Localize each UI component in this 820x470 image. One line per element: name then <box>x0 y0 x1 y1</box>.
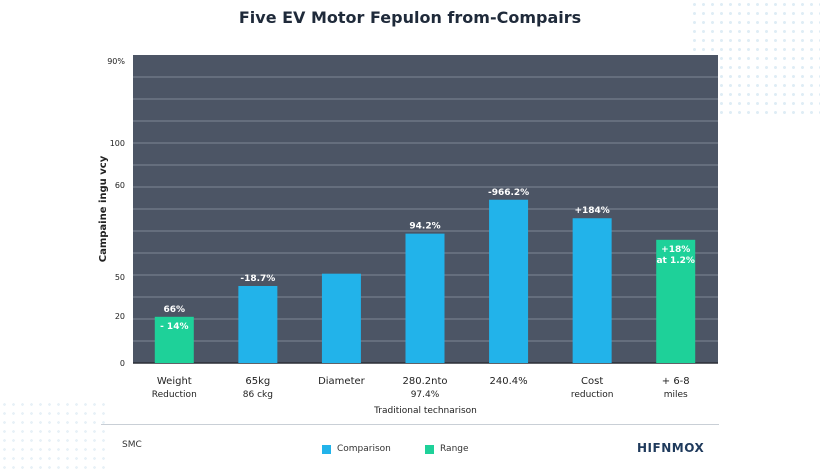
y-tick-label: 100 <box>110 139 125 148</box>
y-tick-label: 50 <box>115 273 125 282</box>
bar-inside-label: at 1.2% <box>656 256 694 266</box>
bar-value-label: 94.2% <box>409 222 440 232</box>
source-label: SMC <box>122 440 142 450</box>
y-tick-label: 0 <box>120 359 125 368</box>
bar <box>572 218 612 363</box>
x-tick-label: Cost <box>581 376 603 387</box>
bar <box>154 316 194 363</box>
legend-label-range: Range <box>440 444 469 454</box>
bar <box>489 199 529 363</box>
bar <box>405 233 445 363</box>
y-tick-label: 20 <box>115 312 125 321</box>
bar <box>321 273 361 363</box>
x-tick-label: Reduction <box>152 390 197 400</box>
x-tick-label: 240.4% <box>490 376 528 387</box>
bar-value-label: -966.2% <box>488 188 529 198</box>
bar <box>238 286 278 363</box>
y-tick-label: 90% <box>107 57 125 66</box>
legend-swatch-comparison <box>322 444 331 454</box>
y-tick-label: 60 <box>115 181 125 190</box>
x-tick-label: 86 ckg <box>243 390 273 400</box>
x-tick-label: 97.4% <box>411 390 440 400</box>
x-axis-label: Traditional technarison <box>373 406 477 416</box>
bar-inside-label: - 14% <box>160 322 188 332</box>
legend-label-comparison: Comparison <box>337 444 391 454</box>
x-tick-label: 280.2nto <box>402 376 447 387</box>
x-tick-label: miles <box>664 390 688 400</box>
y-axis-label: Campaine ingu vcy <box>98 155 109 262</box>
decorative-dots-bottom-left <box>0 400 110 470</box>
footer-divider <box>101 424 719 425</box>
x-tick-label: Diameter <box>318 376 366 387</box>
bar-value-label: +184% <box>574 206 609 216</box>
x-tick-label: Weight <box>157 376 192 387</box>
bar <box>656 239 696 363</box>
x-tick-label: + 6-8 <box>662 376 690 387</box>
chart-title: Five EV Motor Fepulon from-Compairs <box>238 8 582 27</box>
legend-item-range: Range <box>425 444 469 454</box>
x-tick-label: reduction <box>571 390 614 400</box>
bar-inside-label: +18% <box>661 245 690 255</box>
brand-logo: HIFNMOX <box>637 441 705 455</box>
bar-value-label: -18.7% <box>240 274 275 284</box>
x-tick-label: 65kg <box>245 376 270 387</box>
bar-value-label: 66% <box>164 305 186 315</box>
legend-item-comparison: Comparison <box>322 444 391 454</box>
legend-swatch-range <box>425 444 434 454</box>
